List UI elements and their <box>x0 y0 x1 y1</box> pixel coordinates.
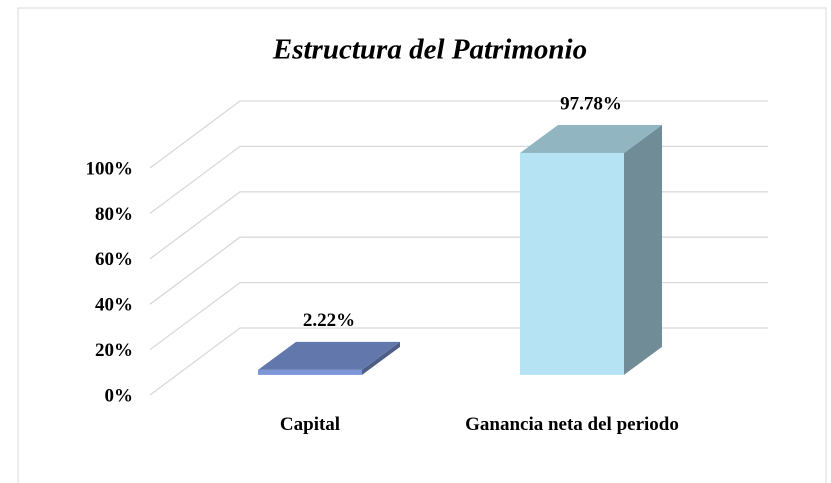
chart-frame <box>17 7 827 483</box>
bar-top <box>520 124 662 153</box>
y-tick-label: 80% <box>95 204 133 225</box>
x-tick-label: Ganancia neta del periodo <box>465 414 679 435</box>
grid-line <box>149 100 768 169</box>
value-label: 97.78% <box>560 93 622 114</box>
bar-side <box>624 124 662 375</box>
bar-side <box>362 341 400 375</box>
bar <box>258 369 362 375</box>
x-tick-label: Capital <box>279 414 341 435</box>
y-tick-label: 20% <box>95 340 133 361</box>
value-label: 2.22% <box>303 310 355 331</box>
y-tick-label: 100% <box>86 158 134 179</box>
bar-top <box>258 341 400 370</box>
chart-title: Estructura del Patrimonio <box>272 34 587 66</box>
y-tick-label: 60% <box>95 249 133 270</box>
y-tick-label: 40% <box>95 295 133 316</box>
bar <box>520 152 624 375</box>
y-tick-label: 0% <box>105 385 134 406</box>
